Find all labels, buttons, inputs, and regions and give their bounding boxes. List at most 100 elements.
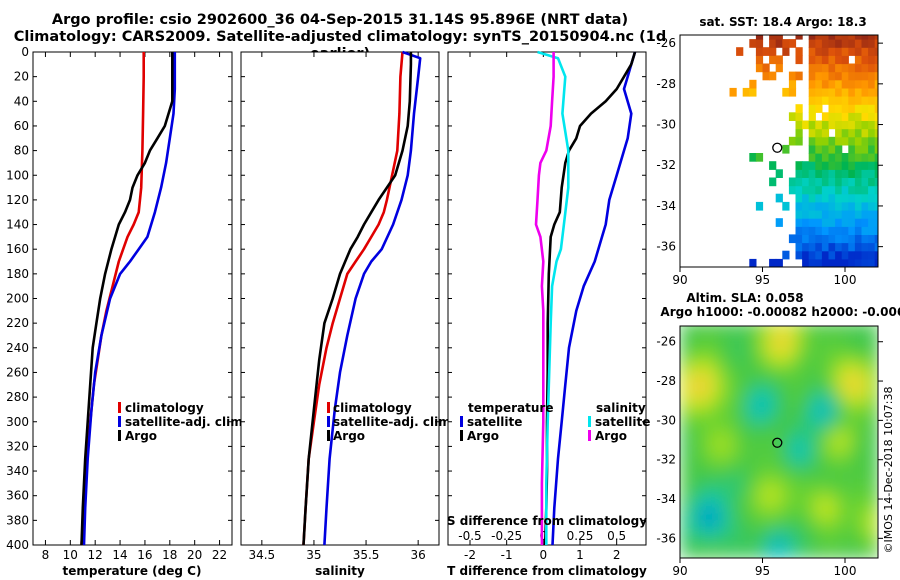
sla-cell [680, 326, 690, 333]
sla-cell [812, 479, 822, 490]
sst-cell [874, 153, 878, 162]
sla-cell [853, 528, 863, 540]
sla-cell [713, 548, 723, 558]
sla-cell [688, 420, 698, 431]
sst-cell [828, 63, 836, 73]
sst-cell [802, 250, 810, 260]
sla-cell [680, 341, 690, 353]
sla-cell [729, 390, 739, 402]
sla-cell [729, 361, 739, 372]
sla-cell [779, 371, 789, 382]
legend-label-climatology: climatology [125, 401, 204, 415]
sla-cell [845, 326, 855, 333]
sst-cell [795, 128, 803, 138]
sla-cell [688, 326, 698, 333]
sla-cell [770, 538, 780, 549]
sla-cell [828, 538, 838, 549]
sla-cell [828, 371, 838, 382]
sst-cell [874, 250, 878, 260]
sst-cell [841, 47, 849, 56]
sst-cell [782, 47, 790, 56]
sla-cell [828, 400, 838, 412]
sst-cell [868, 71, 876, 81]
sst-cell [802, 218, 810, 227]
sla-cell [704, 326, 714, 333]
sst-cell [835, 112, 843, 121]
sla-cell [713, 390, 723, 402]
sla-cell [845, 351, 855, 363]
sla-cell [713, 508, 723, 520]
sst-cell [854, 128, 863, 138]
sla-cell [688, 449, 698, 461]
sla-cell [795, 430, 805, 441]
sst-cell [874, 161, 878, 170]
sla-cell [713, 518, 723, 530]
temperature-profile-panel: 0 20 40 60 80 100 120 140 160 180 200 220 240 260 280 3… [6, 45, 247, 578]
sst-cell [828, 169, 836, 178]
x-tick-label: 8 [42, 548, 50, 562]
sla-cell [845, 528, 855, 540]
depth-tick-label: 60 [14, 119, 29, 133]
sla-map-panel: Altim. SLA: 0.058 Argo h1000: -0.00082 h… [656, 291, 900, 578]
sst-cell [868, 96, 876, 105]
sla-cell [779, 331, 789, 343]
sla-cell [803, 518, 813, 530]
sla-cell [795, 341, 805, 353]
sst-cell [769, 177, 777, 187]
sla-cell [803, 489, 813, 500]
sst-cell [821, 47, 830, 56]
sst-cell [848, 218, 856, 227]
sla-cell [869, 508, 878, 520]
sst-cell [854, 258, 863, 267]
sla-cell [754, 528, 764, 540]
sst-cell [788, 87, 797, 97]
x-tick-label: 20 [187, 548, 202, 562]
sst-cell [868, 47, 876, 56]
sla-cell [729, 459, 739, 471]
sst-cell [868, 144, 876, 154]
sst-cell [815, 258, 823, 267]
sla-cell [713, 400, 723, 412]
lon-tick-label: 100 [834, 564, 857, 578]
sst-cell [835, 35, 843, 40]
sst-cell [828, 161, 836, 170]
sla-cell [812, 499, 822, 510]
temperature-axis: 8 10 12 14 16 18 20 22 [42, 52, 227, 562]
sla-cell [812, 538, 822, 549]
sst-cell [808, 47, 816, 56]
sst-cell [848, 71, 856, 81]
sst-cell [788, 112, 797, 121]
sla-cell [861, 449, 871, 461]
sst-cell [795, 201, 803, 211]
sla-cell [704, 341, 714, 353]
sla-cell [770, 499, 780, 510]
sst-cell [821, 242, 830, 252]
sla-cell [861, 469, 871, 481]
salinity-axis-label: salinity [315, 564, 365, 578]
sla-cell [729, 449, 739, 461]
sla-cell [704, 331, 714, 343]
difference-profile-panel: -2 -1 0 1 2 -0.5 -0.25 0 0.25 0.5 temperature sa… [447, 50, 650, 578]
s-difference-axis: -0.5 -0.25 0 0.25 0.5 [458, 529, 626, 543]
sla-cell [787, 361, 797, 372]
sla-cell [746, 449, 756, 461]
sst-cell [848, 169, 856, 178]
sst-cell [835, 47, 843, 56]
sla-cell [787, 489, 797, 500]
sst-cell [802, 120, 810, 130]
sst-cell [769, 71, 777, 81]
depth-tick-label: 220 [6, 316, 29, 330]
sst-cell [808, 218, 816, 227]
sst-cell [762, 47, 770, 56]
sst-cell [861, 79, 869, 89]
sst-cell [755, 39, 764, 48]
x-tick-label: 14 [112, 548, 127, 562]
sla-cell [721, 430, 731, 441]
sst-cell [841, 201, 849, 211]
sla-cell [845, 499, 855, 510]
sla-cell [861, 459, 871, 471]
sst-map-frame [679, 34, 879, 268]
sla-cell [812, 430, 822, 441]
sla-cell [820, 440, 830, 451]
sst-cell [861, 87, 869, 97]
